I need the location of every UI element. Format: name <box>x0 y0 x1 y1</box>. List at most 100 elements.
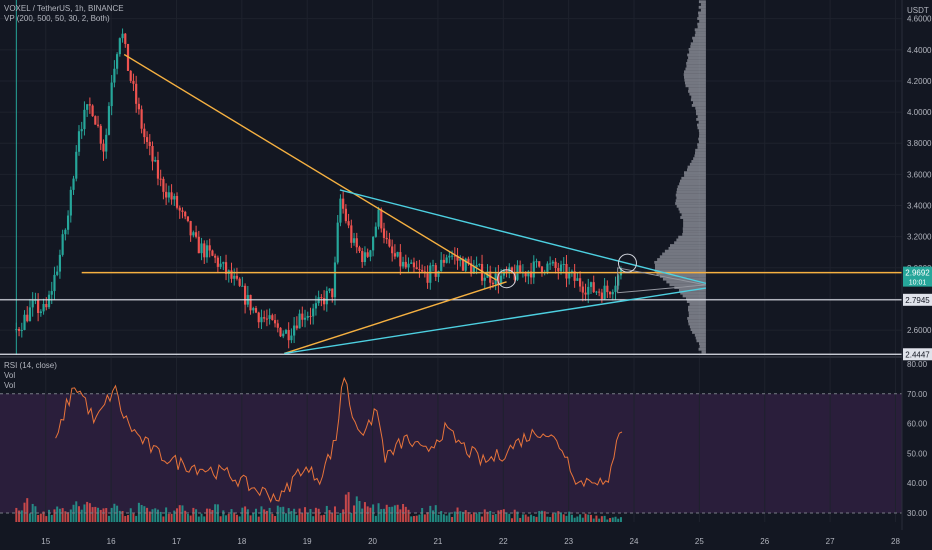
candle-body <box>554 261 557 269</box>
candle-body <box>224 262 228 274</box>
candle-body <box>497 273 500 285</box>
volume-bar <box>434 505 437 522</box>
candle-body <box>86 104 89 110</box>
volume-bar <box>440 511 443 522</box>
candle-body <box>203 243 206 258</box>
volume-profile-bar <box>687 165 706 169</box>
price-tick-label: 3.2000 <box>907 233 932 242</box>
volume-bar <box>186 513 189 522</box>
volume-bar <box>481 516 484 522</box>
time-tick-label: 24 <box>630 537 639 546</box>
volume-bar <box>249 515 252 522</box>
candle-body <box>257 312 260 323</box>
volume-profile-bar <box>682 232 706 236</box>
vp-indicator-label[interactable]: VP (200, 500, 50, 30, 2, Both) <box>4 14 110 23</box>
vol-label-1[interactable]: Vol <box>4 371 16 380</box>
volume-bar <box>88 503 91 522</box>
volume-profile-bar <box>697 123 706 127</box>
candle-body <box>263 317 266 319</box>
rsi-title[interactable]: RSI (14, close) <box>4 361 57 370</box>
candle-body <box>279 327 282 337</box>
candle-body <box>505 270 508 273</box>
volume-bar <box>423 514 426 522</box>
volume-bar <box>521 514 524 522</box>
candle-body <box>37 299 40 313</box>
volume-bar <box>592 518 595 522</box>
volume-profile-bar <box>684 78 706 82</box>
candle-body <box>219 263 222 267</box>
candle-body <box>562 263 565 265</box>
support-1-label: 2.7945 <box>905 296 930 305</box>
candle-body <box>527 271 530 277</box>
chart-header: VOXEL / TetherUS, 1h, BINANCE VP (200, 5… <box>4 4 124 24</box>
volume-bar <box>75 501 78 522</box>
volume-bar <box>227 513 230 522</box>
candle-body <box>233 275 236 279</box>
candle-body <box>75 151 78 179</box>
support-2-label-bg <box>903 348 932 361</box>
candle-body <box>118 38 121 55</box>
volume-bar <box>159 511 162 522</box>
volume-bar <box>290 511 293 522</box>
candle-body <box>576 278 579 281</box>
volume-profile-bar <box>690 45 706 48</box>
volume-bar <box>432 510 435 522</box>
candle-body <box>167 192 170 198</box>
volume-profile-bar <box>698 120 706 124</box>
volume-profile-bar <box>676 188 706 191</box>
volume-bar <box>45 516 48 522</box>
volume-profile-bar <box>682 230 706 233</box>
volume-bar <box>298 508 301 522</box>
candle-body <box>260 317 263 323</box>
volume-bar <box>317 508 320 522</box>
volume-profile-bar <box>657 258 706 261</box>
candle-body <box>407 263 410 268</box>
volume-bar <box>519 517 522 522</box>
volume-profile-bar <box>694 333 706 337</box>
candle-body <box>56 271 59 275</box>
volume-profile-bar <box>674 286 706 289</box>
time-tick-label: 20 <box>368 537 377 546</box>
volume-bar <box>573 517 576 522</box>
candle-body <box>461 258 465 271</box>
vol-label-2[interactable]: Vol <box>4 381 16 390</box>
candle-body <box>159 178 162 180</box>
volume-bar <box>363 502 366 522</box>
volume-bar <box>39 513 42 522</box>
candle-body <box>470 263 473 274</box>
volume-bar <box>214 504 217 522</box>
volume-bar <box>129 508 132 522</box>
volume-bar <box>200 513 203 522</box>
volume-bar <box>500 509 503 522</box>
volume-bar <box>116 505 119 522</box>
candle-body <box>325 290 328 305</box>
volume-bar <box>233 512 236 522</box>
volume-bar <box>464 510 467 522</box>
volume-bar <box>67 512 70 522</box>
volume-bar <box>551 513 554 522</box>
volume-bar <box>284 513 287 522</box>
volume-bar <box>137 502 140 522</box>
candle-body <box>17 328 21 331</box>
candle-body <box>156 160 160 179</box>
volume-profile-bar <box>696 112 706 116</box>
candle-body <box>132 80 135 84</box>
volume-bar <box>304 507 307 522</box>
candle-body <box>145 137 149 142</box>
volume-bar <box>189 515 192 522</box>
rsi-band <box>0 393 902 514</box>
candle-body <box>254 308 258 313</box>
volume-profile-bar <box>687 59 706 62</box>
volume-bar <box>124 516 127 522</box>
volume-bar <box>146 507 149 522</box>
candle-body <box>611 291 614 295</box>
volume-profile-bar <box>684 171 706 175</box>
symbol-title[interactable]: VOXEL / TetherUS, 1h, BINANCE <box>4 4 124 13</box>
volume-profile-bar <box>677 185 706 189</box>
time-tick-label: 25 <box>695 537 704 546</box>
volume-bar <box>257 516 260 522</box>
volume-profile-bar <box>689 162 706 166</box>
volume-bar <box>235 514 238 522</box>
